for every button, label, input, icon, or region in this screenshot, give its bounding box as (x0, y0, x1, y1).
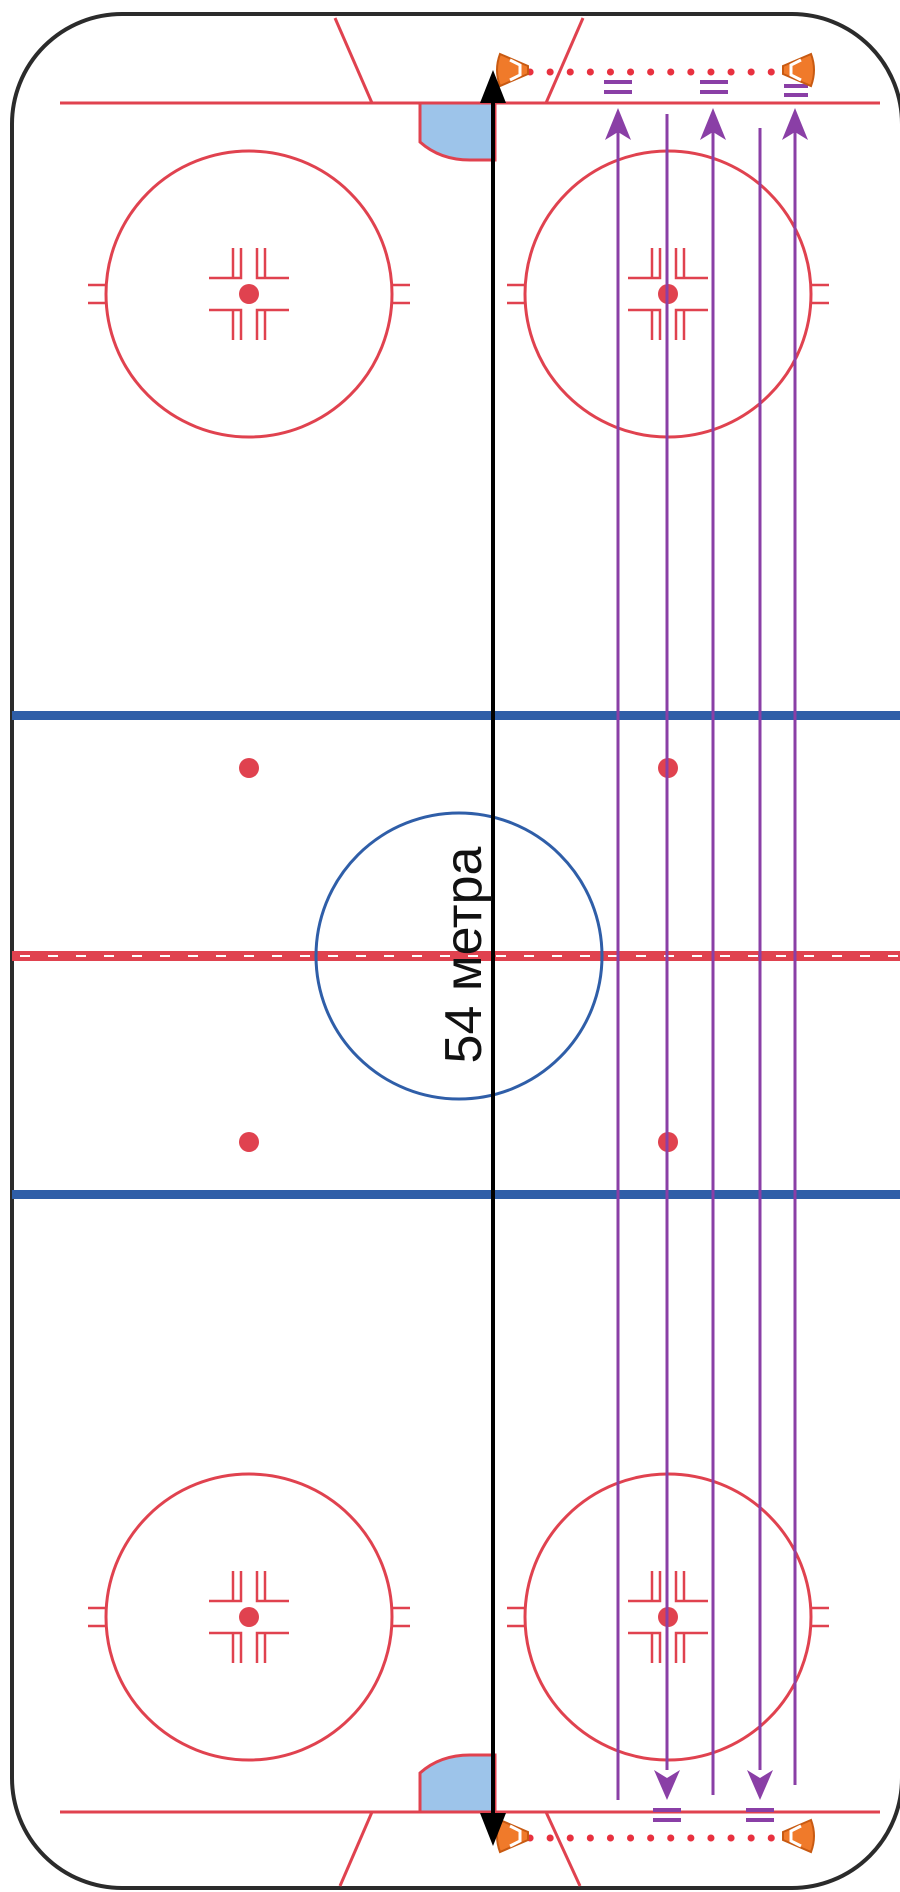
measurement-label: 54 метра (435, 846, 493, 1063)
faceoff-dot (239, 1607, 259, 1627)
trapezoid-bottom (338, 1811, 582, 1887)
drill-paths (616, 114, 797, 1800)
center-faceoff-circle (314, 811, 604, 1101)
blue-line-bottom (12, 1190, 900, 1199)
measurement-arrow (480, 70, 506, 1846)
arrowhead-icon (654, 1770, 680, 1800)
neutral-dot-top-left (239, 758, 259, 778)
trapezoid-top (333, 17, 585, 104)
arrowhead-up-icon (480, 70, 506, 103)
arrowheads-down (654, 1770, 773, 1800)
faceoff-dot (239, 284, 259, 304)
goal-crease-bottom (418, 1753, 497, 1814)
center-red-line (12, 951, 900, 961)
arrowhead-icon (605, 108, 631, 140)
path-end-marks (604, 80, 808, 1822)
arrowhead-icon (700, 108, 726, 140)
blue-line-top (12, 711, 900, 720)
arrowhead-icon (782, 108, 808, 140)
goal-crease-top (418, 101, 497, 162)
arrowheads-up (605, 108, 808, 140)
neutral-dot-bottom-left (239, 1132, 259, 1152)
cone-icon (496, 52, 529, 88)
cone-icon (782, 52, 815, 88)
faceoff-circle-bottom-left (88, 1472, 410, 1762)
faceoff-circle-top-left (88, 149, 410, 439)
arrowhead-icon (747, 1770, 773, 1800)
arrowhead-down-icon (480, 1813, 506, 1846)
cone-icon (782, 1818, 815, 1854)
